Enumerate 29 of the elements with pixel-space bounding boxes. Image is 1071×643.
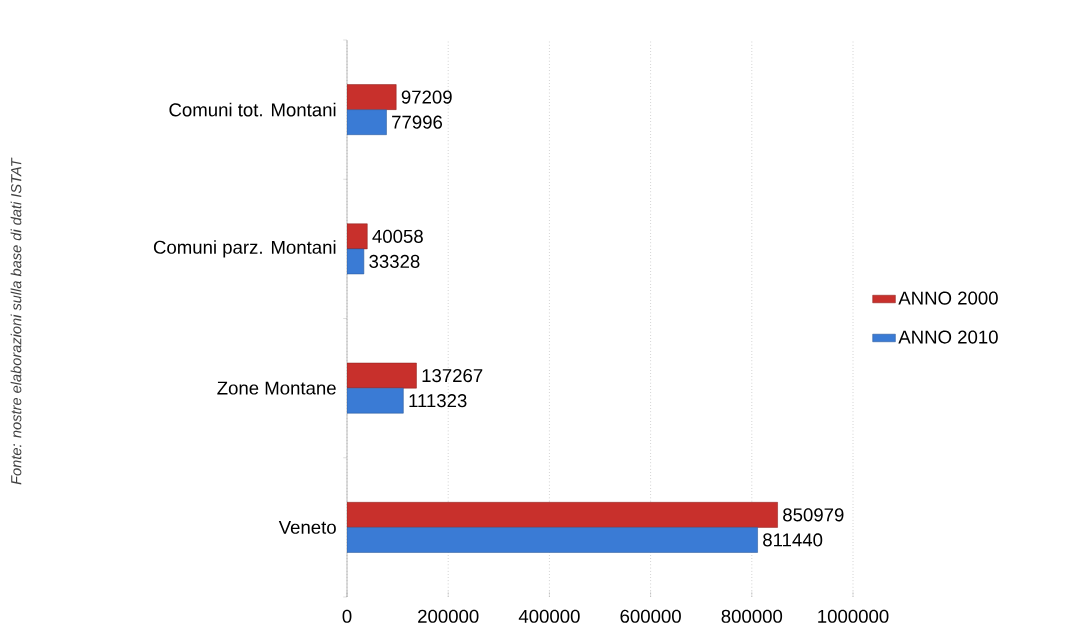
bar [347,109,387,135]
data-label: 97209 [401,90,452,104]
bar [347,527,758,553]
data-label: 850979 [783,508,844,522]
legend-label: ANNO 2000 [898,291,998,305]
bar [347,223,368,250]
x-tick-label: 0 [342,609,352,623]
data-label: 33328 [369,254,420,268]
y-tick-label: Comuni parz. Montani [153,240,336,258]
bar [347,362,417,389]
data-label: 137267 [422,368,483,383]
bar [347,84,397,110]
x-tick-label: 400000 [518,609,580,623]
x-tick-label: 1000000 [818,609,889,623]
bar [347,502,778,528]
legend-label: ANNO 2010 [898,330,998,344]
y-tick-label: Veneto [278,520,336,534]
data-label: 77996 [392,115,443,129]
data-label: 40058 [372,229,423,243]
x-tick-label: 800000 [721,609,783,623]
bar [347,248,365,275]
y-tick-label: Comuni tot. Montani [169,102,336,117]
source-note: Fonte: nostre elaborazioni sulla base di dati ISTAT [10,157,22,485]
y-tick-label: Zone Montane [217,381,336,395]
data-label: 811440 [763,533,823,547]
x-tick-label: 600000 [620,609,681,623]
data-label: 111323 [409,394,467,408]
x-tick-label: 200000 [418,609,479,623]
bar [347,387,404,414]
